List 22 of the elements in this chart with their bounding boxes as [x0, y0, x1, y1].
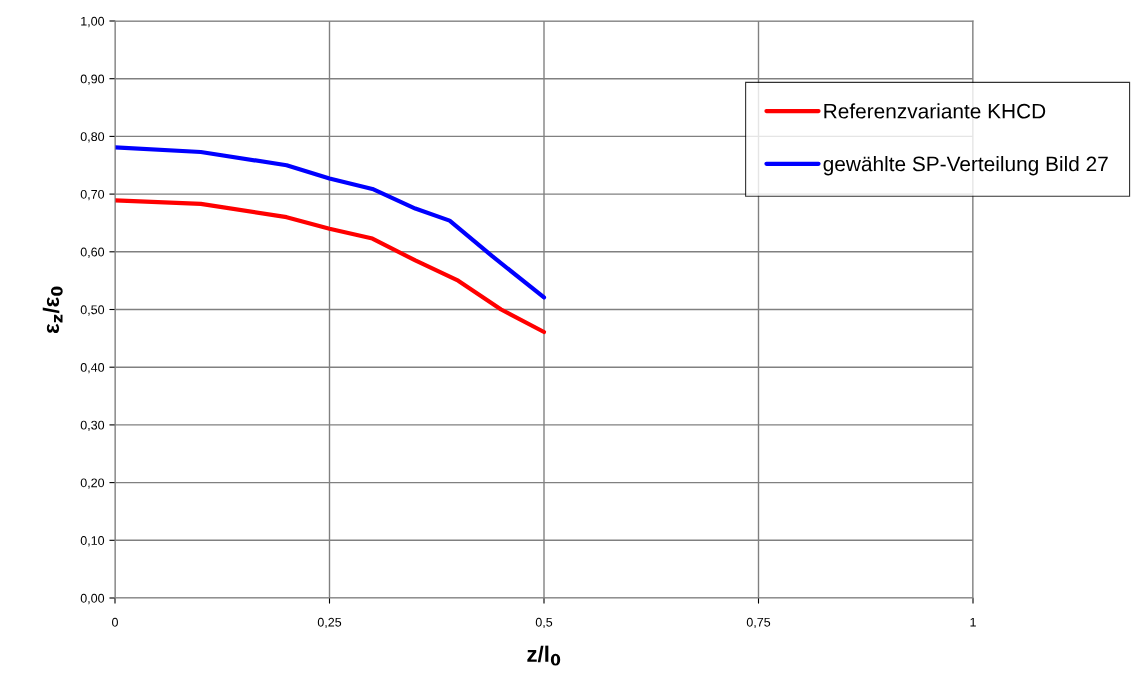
x-tick-label: 0,25	[317, 617, 342, 629]
legend-label: gewählte SP-Verteilung Bild 27	[823, 156, 1108, 176]
y-tick-label: 0,30	[80, 420, 105, 432]
y-tick-label: 0,20	[80, 478, 105, 489]
x-tick-label: 0,75	[746, 617, 771, 629]
y-tick-label: 0,90	[80, 74, 105, 85]
y-tick-label: 1,00	[81, 16, 105, 28]
line-series	[115, 145, 547, 300]
y-tick-label: 0,40	[80, 363, 105, 374]
legend-label: Referenzvariante KHCD	[824, 103, 1046, 119]
x-tick-label: 0	[112, 617, 118, 627]
x-axis-title: z/l$_{0}$	[527, 645, 561, 666]
y-tick-label: 0,10	[80, 536, 105, 547]
y-tick-label: 0,50	[80, 305, 105, 316]
y-tick-label: 0,70	[80, 189, 105, 201]
x-tick-label: 0,5	[535, 617, 553, 629]
line-series	[115, 198, 547, 335]
y-axis-title: ε$_{z}$/ε$_{0}$	[42, 286, 63, 334]
y-tick-label: 0,60	[80, 247, 105, 258]
x-tick-label: 1	[970, 617, 976, 627]
y-tick-label: 0,00	[80, 593, 105, 605]
y-tick-label: 0,80	[80, 132, 105, 143]
